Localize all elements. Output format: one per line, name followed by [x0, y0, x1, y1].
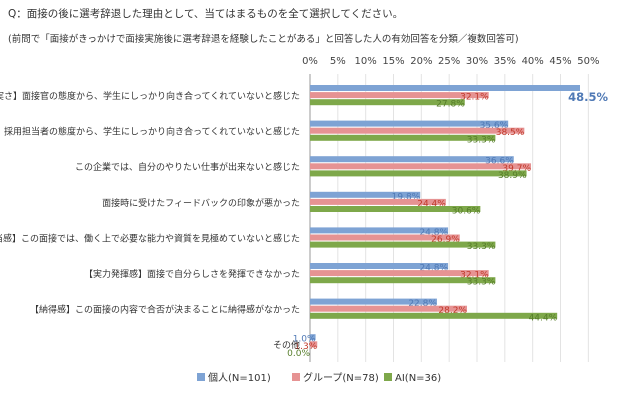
tick-label: 10%	[355, 56, 377, 67]
data-label: 35.6%	[480, 121, 509, 131]
bar	[310, 263, 449, 269]
legend-swatch	[384, 373, 392, 381]
category-label: 【妥当感】この面接では、働く上で必要な能力や資質を見極めていないと感じた	[0, 232, 300, 244]
data-label: 28.2%	[438, 306, 467, 316]
legend-swatch	[292, 373, 300, 381]
data-label: 32.1%	[460, 93, 489, 103]
data-label: 26.9%	[431, 235, 460, 245]
question-title: Q：面接の後に選考辞退した理由として、当てはまるものを全て選択してください。	[8, 8, 404, 20]
bar	[310, 198, 446, 205]
bar	[310, 85, 580, 91]
data-label: 39.7%	[502, 164, 531, 174]
legend-label: AI(N=36)	[395, 373, 441, 384]
tick-label: 20%	[410, 56, 432, 67]
data-label: 0.0%	[287, 349, 310, 359]
bar	[310, 170, 527, 177]
data-label: 38.9%	[498, 171, 527, 181]
bar	[310, 227, 449, 234]
bar	[310, 312, 558, 319]
data-label: 24.4%	[417, 199, 446, 209]
data-label: 44.4%	[529, 313, 558, 323]
category-label: 【納得感】この面接の内容で合否が決まることに納得感がなかった	[30, 304, 300, 316]
tick-label: 15%	[382, 56, 404, 67]
tick-label: 30%	[466, 56, 488, 67]
bar	[310, 234, 460, 241]
data-label: 33.3%	[467, 278, 496, 288]
bar	[310, 191, 421, 198]
data-label: 32.1%	[460, 271, 489, 281]
tick-label: 40%	[522, 56, 544, 67]
data-label: 33.3%	[467, 242, 496, 252]
bar	[310, 120, 509, 127]
category-label: 面接時に受けたフィードバックの印象が悪かった	[102, 197, 300, 209]
category-label: 【誠実さ】面接官の態度から、学生にしっかり向き合ってくれていないと感じた	[0, 90, 300, 102]
bar	[310, 270, 489, 277]
category-label: その他	[273, 339, 300, 351]
bar	[310, 127, 525, 134]
data-label: 48.5%	[568, 90, 608, 104]
data-label: 30.6%	[452, 207, 481, 217]
data-label: 24.8%	[419, 264, 448, 274]
legend-swatch	[197, 373, 205, 381]
tick-label: 35%	[494, 56, 516, 67]
category-label: この企業では、自分のやりたい仕事が出来ないと感じた	[75, 161, 300, 173]
legend-label: 個人(N=101)	[208, 371, 271, 384]
question-note: (前問で「面接がきっかけで面接実施後に選考辞退を経験したことがある」と回答した人…	[8, 34, 519, 45]
tick-label: 0%	[302, 56, 318, 67]
tick-label: 50%	[577, 56, 599, 67]
bar	[310, 99, 465, 106]
data-label: 33.3%	[467, 135, 496, 145]
bar	[310, 305, 467, 312]
tick-label: 5%	[330, 56, 346, 67]
data-label: 36.6%	[485, 157, 514, 167]
bar	[310, 163, 532, 170]
category-label: 【実力発揮感】面接で自分らしさを発揮できなかった	[84, 268, 300, 280]
bar	[310, 92, 489, 99]
data-label: 24.8%	[419, 228, 448, 238]
data-label: 1.0%	[293, 335, 316, 345]
legend-label: グループ(N=78)	[303, 371, 379, 384]
tick-label: 25%	[438, 56, 460, 67]
data-label: 19.8%	[392, 192, 421, 202]
bar	[310, 298, 437, 305]
category-label: 【誠実さ】採用担当者の態度から、学生にしっかり向き合ってくれていないと感じた	[0, 126, 300, 138]
bar	[310, 134, 496, 141]
bar	[310, 241, 496, 248]
bar	[310, 334, 316, 341]
tick-label: 45%	[549, 56, 571, 67]
bar	[310, 341, 318, 348]
data-label: 27.8%	[436, 100, 465, 110]
data-label: 22.8%	[408, 299, 437, 309]
data-label: 38.5%	[496, 128, 525, 138]
bar	[310, 277, 496, 284]
bar	[310, 156, 514, 163]
data-label: 1.3%	[294, 342, 317, 352]
bar	[310, 206, 481, 212]
